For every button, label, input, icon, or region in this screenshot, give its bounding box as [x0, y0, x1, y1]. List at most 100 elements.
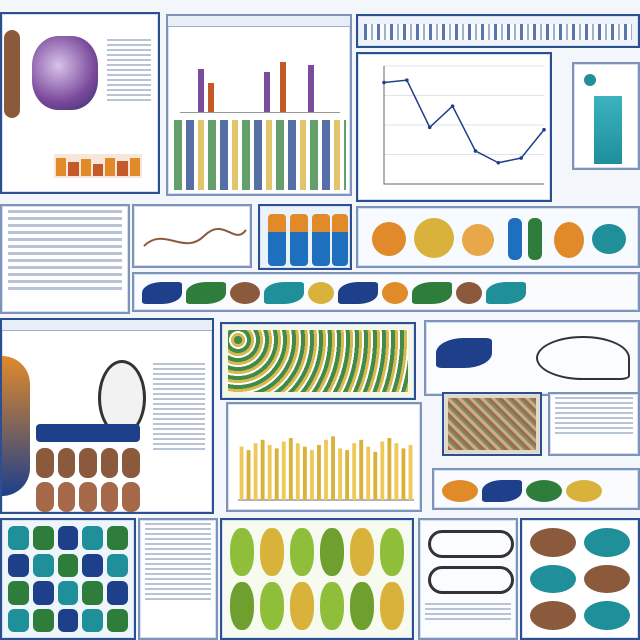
fruit-illustration-icon: [592, 224, 626, 254]
panel-seed-row-right: [432, 468, 640, 510]
panel-right-doc: [548, 392, 640, 456]
bottle-icon: [332, 214, 348, 266]
bar: [359, 439, 364, 500]
bar: [408, 444, 413, 500]
bar: [302, 446, 307, 500]
bar: [380, 441, 385, 500]
fruit-illustration-icon: [372, 222, 406, 256]
bar: [352, 443, 357, 500]
bar: [331, 436, 335, 500]
bar: [401, 448, 406, 500]
panel-gourds: [220, 518, 414, 640]
panel-pattern: [220, 322, 416, 400]
bar: [239, 446, 244, 500]
bar: [274, 448, 279, 500]
tall-bars: [180, 40, 340, 113]
text-column: [102, 36, 156, 104]
globe-icon: [2, 356, 30, 496]
panel-header: [2, 320, 212, 331]
data-point: [473, 149, 478, 153]
bottle-icon: [268, 214, 286, 266]
panel-bottom-grid: [0, 518, 136, 640]
data-point: [496, 160, 501, 165]
seed-illustration-icon: [230, 282, 260, 304]
fruit-illustration-icon: [462, 224, 494, 256]
doc-lines: [550, 397, 638, 434]
snake-illustration-icon: [428, 530, 514, 558]
device-icon: [36, 424, 140, 442]
colored-table: [174, 120, 346, 190]
panel-seed-ribbon: [132, 272, 640, 312]
seed-illustration-icon: [308, 282, 334, 304]
fruit-illustration-icon: [554, 222, 584, 258]
data-point: [382, 80, 386, 85]
line-chart-svg: [382, 65, 546, 185]
panel-snakes: [418, 518, 518, 640]
wave-line-icon: [143, 228, 247, 247]
bar: [281, 441, 286, 500]
seed-illustration-icon: [442, 480, 478, 502]
panel-bottles: [258, 204, 352, 270]
seed-illustration-icon: [526, 480, 562, 502]
fish-illustration-icon: [486, 282, 526, 304]
data-point: [542, 127, 546, 132]
photo-texture: [448, 398, 536, 450]
fish-illustration-icon: [482, 480, 522, 502]
snake-illustration-icon: [428, 566, 514, 594]
panel-top-strip: [356, 14, 640, 48]
seed-illustration-icon: [382, 282, 408, 304]
axis-line: [383, 66, 544, 185]
panel-small-gauge: [572, 62, 640, 170]
bird-sketch-icon: [536, 336, 630, 380]
seed-illustration-icon: [456, 282, 482, 304]
bottle-illustration-icon: [528, 218, 542, 260]
panel-lower-left-table: [0, 318, 214, 514]
mini-bars-strip: [54, 154, 142, 178]
doc-lines: [140, 523, 216, 600]
fish-illustration-icon: [412, 282, 452, 304]
bar: [309, 450, 314, 500]
gourd-grid: [230, 528, 404, 630]
bar: [387, 438, 392, 500]
bar: [253, 443, 258, 500]
fruit-illustration-icon: [414, 218, 454, 258]
bar: [260, 439, 265, 500]
strip-pattern: [364, 24, 632, 40]
bar: [345, 450, 350, 500]
line-series: [383, 79, 545, 164]
panel-doc-left: [0, 204, 130, 314]
seed-row: [442, 480, 602, 502]
data-point: [405, 78, 409, 82]
panel-line-chart: [356, 52, 552, 202]
bar-chart-svg: [238, 436, 414, 501]
panel-bottom-doc: [138, 518, 218, 640]
panel-top-left-illustration: [0, 12, 160, 194]
fish-illustration-icon: [338, 282, 378, 304]
swirl-icon: [32, 36, 98, 110]
panel-top-bar-chart: [166, 14, 352, 196]
fish-illustration-icon: [264, 282, 304, 304]
bar: [295, 443, 300, 500]
data-point: [450, 104, 455, 108]
icon-grid: [8, 526, 128, 632]
bar: [373, 451, 378, 500]
panel-header: [168, 16, 350, 27]
right-text-column: [148, 360, 210, 453]
leaf-icon: [4, 30, 20, 118]
swirl-pattern: [228, 330, 408, 392]
doc-lines: [420, 600, 516, 623]
teal-block-icon: [594, 96, 622, 164]
fish-illustration-icon: [186, 282, 226, 304]
seed-illustration-icon: [566, 480, 602, 502]
seed-ribbon-row: [142, 282, 526, 304]
capsule-grid: [36, 448, 140, 512]
gauge-dot-icon: [584, 74, 596, 86]
bar: [317, 444, 321, 500]
panel-doc-wave: [132, 204, 252, 268]
panel-sketches: [424, 320, 640, 396]
panel-eggs: [520, 518, 640, 640]
bar: [394, 443, 399, 500]
bottle-illustration-icon: [508, 218, 522, 260]
bar: [246, 450, 251, 500]
panel-fruit-row: [356, 206, 640, 268]
